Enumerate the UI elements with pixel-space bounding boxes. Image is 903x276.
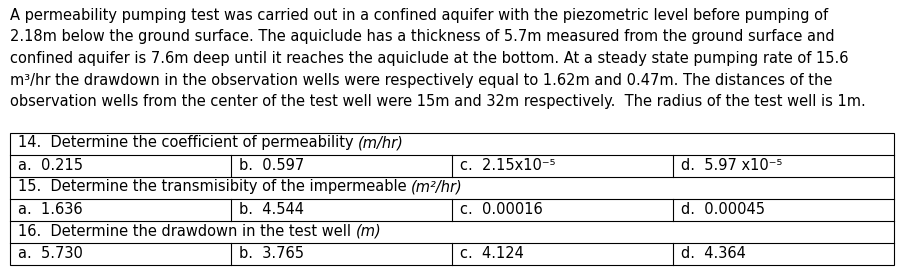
Text: 15.  Determine the transmisibity of the impermeable: 15. Determine the transmisibity of the i… [18,179,411,195]
Text: 2.18m below the ground surface. The aquiclude has a thickness of 5.7m measured f: 2.18m below the ground surface. The aqui… [10,30,833,44]
Text: a.  5.730: a. 5.730 [18,245,83,261]
Text: d.  0.00045: d. 0.00045 [680,201,764,216]
Text: confined aquifer is 7.6m deep until it reaches the aquiclude at the bottom. At a: confined aquifer is 7.6m deep until it r… [10,51,848,66]
Text: 14.  Determine the coefficient of permeability: 14. Determine the coefficient of permeab… [18,136,358,150]
Text: a.  1.636: a. 1.636 [18,201,82,216]
Text: c.  2.15x10⁻⁵: c. 2.15x10⁻⁵ [460,158,554,172]
Text: A permeability pumping test was carried out in a confined aquifer with the piezo: A permeability pumping test was carried … [10,8,827,23]
Text: observation wells from the center of the test well were 15m and 32m respectively: observation wells from the center of the… [10,94,865,109]
Bar [10,133,893,265]
Text: 16.  Determine the drawdown in the test well: 16. Determine the drawdown in the test w… [18,224,355,238]
Text: m³/hr the drawdown in the observation wells were respectively equal to 1.62m and: m³/hr the drawdown in the observation we… [10,73,832,87]
Text: b.  4.544: b. 4.544 [238,201,303,216]
Text: (m): (m) [355,224,381,238]
Text: b.  3.765: b. 3.765 [238,245,303,261]
Text: b.  0.597: b. 0.597 [238,158,304,172]
Text: (m/hr): (m/hr) [358,136,404,150]
Text: c.  4.124: c. 4.124 [460,245,524,261]
Text: d.  5.97 x10⁻⁵: d. 5.97 x10⁻⁵ [680,158,781,172]
Text: a.  0.215: a. 0.215 [18,158,83,172]
Text: (m²/hr): (m²/hr) [411,179,462,195]
Text: c.  0.00016: c. 0.00016 [460,201,542,216]
Text: d.  4.364: d. 4.364 [680,245,745,261]
